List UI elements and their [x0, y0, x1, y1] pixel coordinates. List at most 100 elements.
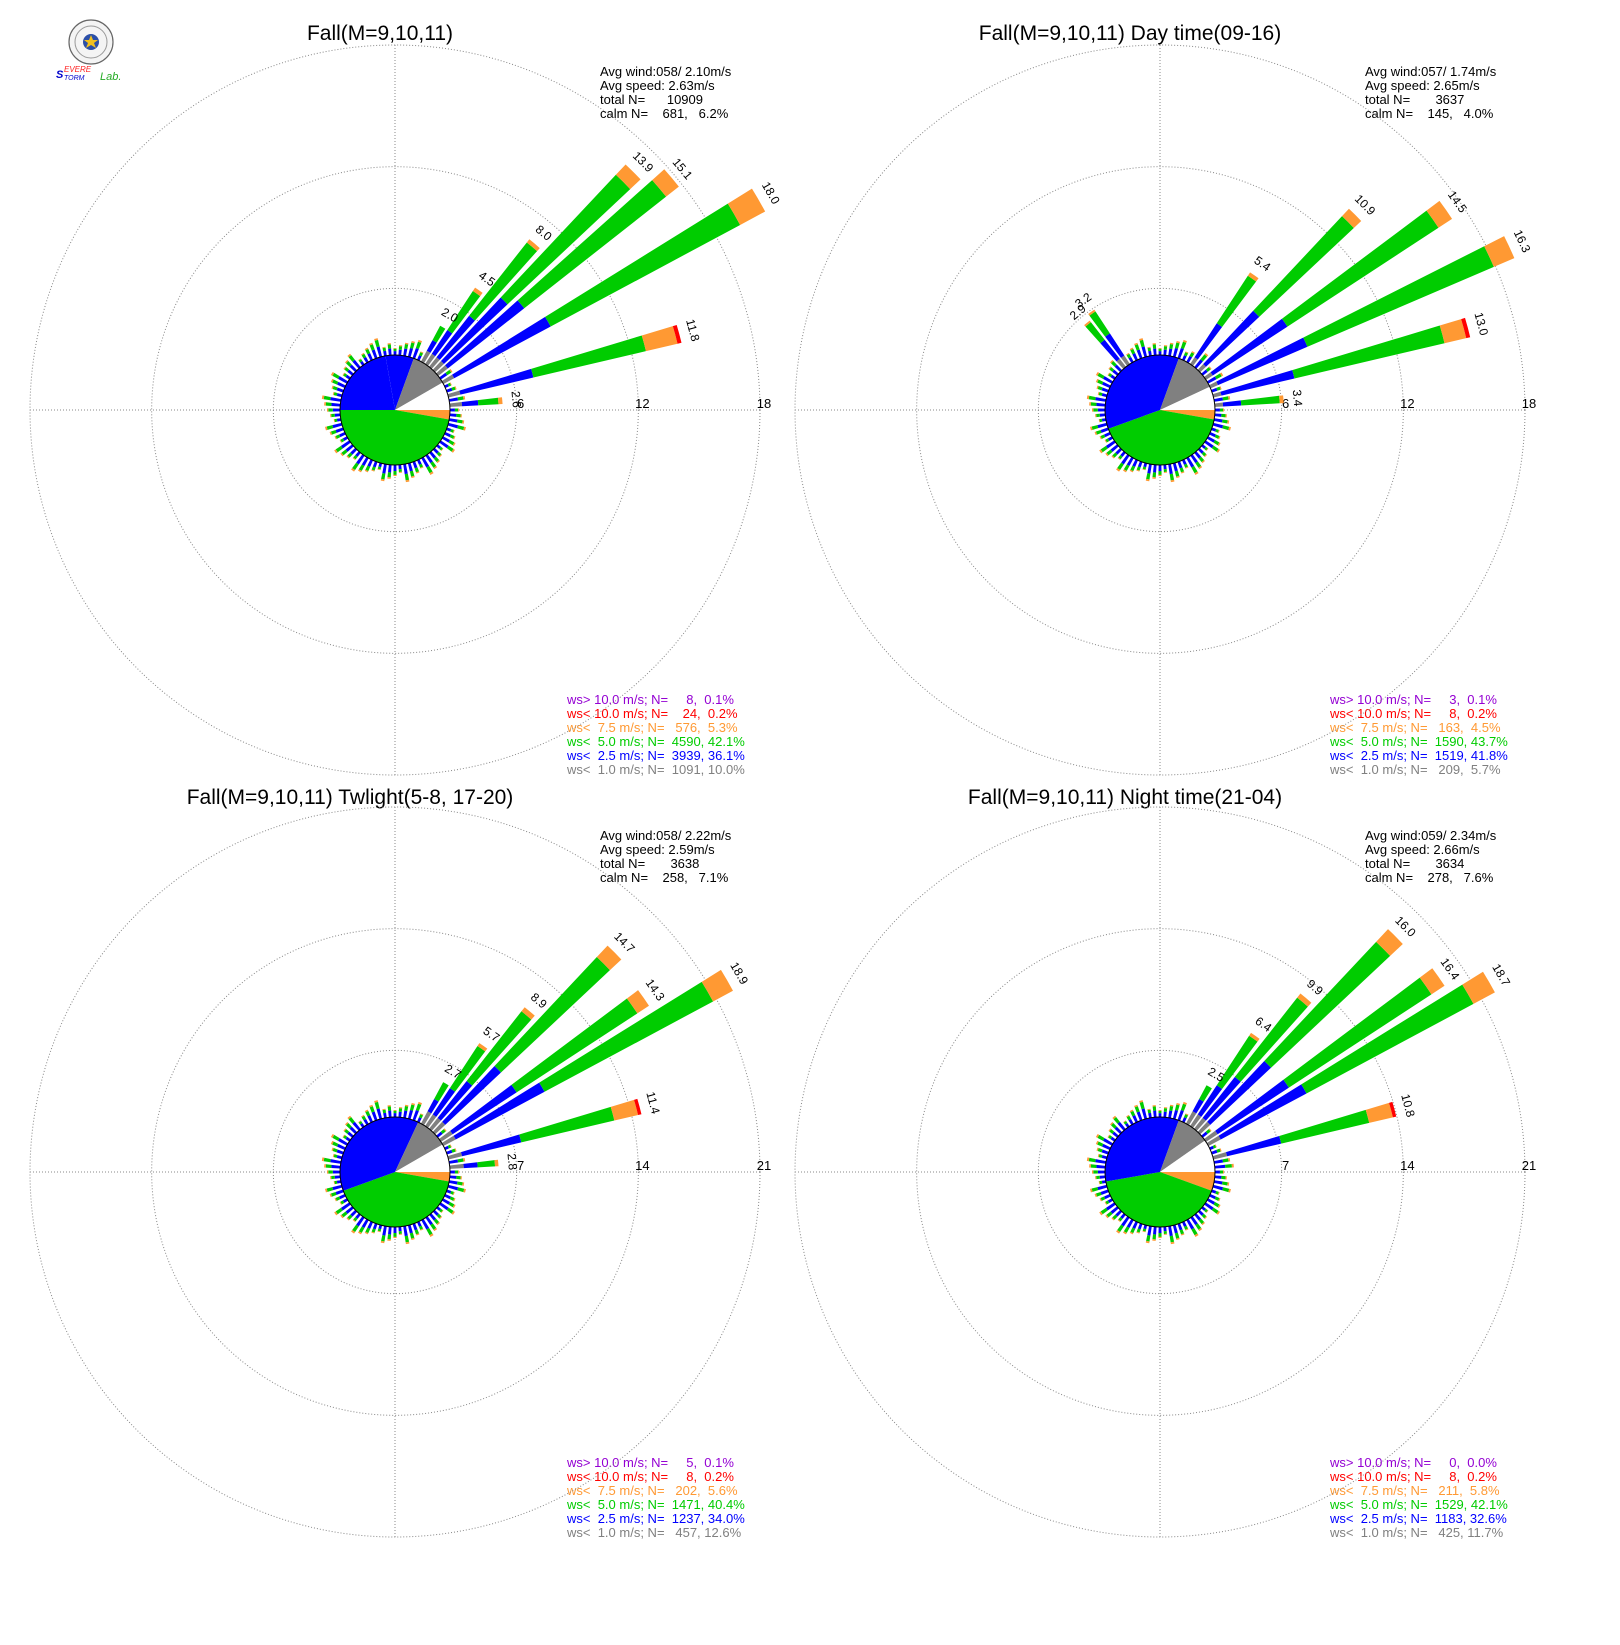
- stub-bar-205-seg-1: [365, 1227, 371, 1234]
- stub-bar-235-seg-2: [334, 449, 338, 454]
- stub-bar-150-seg-2: [429, 471, 434, 475]
- calm-sector-3: [340, 355, 395, 410]
- stub-bar-310-seg-1: [344, 367, 350, 372]
- bar-85-seg-1: [463, 1162, 478, 1169]
- stub-bar-10-seg-0: [1168, 1110, 1173, 1119]
- calm-sector-5: [395, 358, 443, 410]
- bar-30-seg-2: [432, 325, 446, 343]
- stub-bar-80-seg-2: [463, 395, 466, 400]
- calm-sector-6: [1160, 1140, 1215, 1172]
- stub-bar-210-seg-0: [361, 456, 369, 467]
- stub-bar-20-seg-0: [1177, 1109, 1184, 1121]
- bar-35-seg-0: [425, 353, 436, 366]
- legend-entry-5: ws< 2.5 m/s; N= 1519, 41.8%: [1329, 748, 1508, 763]
- stub-bar-120-seg-0: [1206, 436, 1216, 443]
- stub-bar-150-seg-2: [429, 1233, 434, 1237]
- stub-bar-305-seg-2: [1107, 1134, 1110, 1138]
- stub-bar-350-seg-0: [1148, 1112, 1152, 1119]
- stub-bar-200-seg-2: [371, 469, 375, 472]
- stub-bar-175-seg-2: [398, 471, 403, 473]
- stub-bar-295-seg-2: [330, 1140, 334, 1145]
- stub-bar-280-seg-1: [1088, 395, 1096, 401]
- stub-bar-260-seg-2: [333, 1181, 335, 1185]
- stub-bar-190-seg-2: [1145, 1240, 1150, 1244]
- stub-bar-0-seg-0: [1158, 351, 1162, 356]
- stub-bar-240-seg-0: [1107, 436, 1114, 441]
- stub-bar-200-seg-1: [371, 1228, 376, 1233]
- bar-45-seg-2: [494, 957, 610, 1073]
- calm-sector-4: [1160, 1117, 1179, 1172]
- stub-bar-180-seg-0: [393, 464, 397, 472]
- windrose-panel-4: Fall(M=9,10,11) Night time(21-04) Avg win…: [794, 786, 1536, 1540]
- stub-bar-80-seg-1: [457, 1158, 464, 1163]
- stub-bar-0-seg-2: [393, 347, 397, 349]
- stub-bar-160-seg-2: [415, 471, 420, 474]
- bar-35-seg-2: [449, 1045, 486, 1092]
- stub-bar-335-seg-2: [1129, 347, 1134, 351]
- stub-bar-305-seg-1: [343, 1135, 348, 1140]
- stub-bar-165-seg-2: [1176, 1237, 1180, 1241]
- stub-bar-355-seg-2: [1152, 343, 1156, 345]
- stub-bar-145-seg-1: [430, 461, 437, 468]
- bar-75-seg-4: [672, 324, 682, 344]
- stub-bar-110-seg-0: [1211, 427, 1217, 432]
- stub-bar-80-seg-0: [448, 397, 459, 402]
- ring-label-3: 21: [757, 1158, 771, 1173]
- stub-bar-230-seg-2: [340, 1214, 344, 1219]
- stub-bar-155-seg-2: [420, 466, 424, 469]
- stub-bar-280-seg-0: [330, 1159, 342, 1164]
- stub-bar-290-seg-0: [1101, 1149, 1109, 1155]
- stub-bar-320-seg-0: [1117, 1121, 1126, 1131]
- stub-bar-140-seg-0: [429, 451, 437, 459]
- bar-40-seg-1: [1202, 1076, 1241, 1121]
- stub-bar-295-seg-2: [330, 378, 334, 383]
- stub-bar-235-seg-0: [340, 440, 351, 449]
- bar-45-seg-3: [1376, 929, 1403, 956]
- stub-bar-215-seg-0: [356, 454, 365, 465]
- stub-bar-15-seg-2: [411, 340, 416, 344]
- stub-bar-120-seg-0: [441, 1198, 451, 1205]
- stub-bar-235-seg-0: [340, 1202, 351, 1211]
- bar-45-seg-0: [1197, 1121, 1211, 1135]
- stub-bar-250-seg-1: [1095, 1191, 1102, 1197]
- bar-85-seg-0: [449, 402, 463, 407]
- stat-line-1: Avg wind:058/ 2.22m/s: [600, 828, 732, 843]
- stub-bar-115-seg-2: [453, 1197, 456, 1202]
- stub-bar-300-seg-2: [1095, 371, 1100, 376]
- stub-bar-110-seg-1: [1215, 1190, 1219, 1195]
- stub-bar-80-seg-1: [1222, 1158, 1229, 1163]
- stub-bar-5-seg-1: [1163, 346, 1168, 350]
- stub-bar-215-seg-1: [352, 462, 359, 471]
- stub-bar-300-seg-2: [330, 1133, 335, 1138]
- calm-sector-5: [1160, 358, 1210, 410]
- stub-bar-210-seg-1: [358, 1226, 365, 1233]
- legend-entry-4: ws< 5.0 m/s; N= 1529, 42.1%: [1329, 1497, 1508, 1512]
- stub-bar-330-seg-0: [1128, 356, 1134, 364]
- stub-bar-90-seg-0: [1214, 408, 1220, 412]
- stub-bar-190-seg-1: [1146, 1235, 1151, 1242]
- stub-bar-200-seg-2: [371, 1231, 375, 1234]
- stub-bar-115-seg-0: [444, 432, 451, 438]
- stub-bar-260-seg-1: [334, 418, 338, 423]
- stub-bar-330-seg-2: [1126, 1114, 1130, 1118]
- stat-line-4: calm N= 681, 6.2%: [600, 106, 729, 121]
- stub-bar-220-seg-1: [353, 1216, 358, 1222]
- bar-45-seg-1: [1207, 1060, 1272, 1125]
- stub-bar-230-seg-0: [1110, 444, 1119, 452]
- stub-bar-135-seg-0: [1197, 447, 1204, 454]
- ring-label-2: 12: [1400, 396, 1414, 411]
- stub-bar-25-seg-1: [419, 1114, 424, 1119]
- stub-bar-290-seg-1: [332, 385, 338, 391]
- stub-bar-255-seg-1: [326, 425, 334, 430]
- ring-label-1: 6: [1282, 396, 1289, 411]
- bar-label-55: 14.3: [643, 976, 668, 1003]
- chart-title: Fall(M=9,10,11) Night time(21-04): [968, 786, 1282, 809]
- stub-bar-105-seg-1: [1222, 1187, 1230, 1193]
- bar-label-35: 5.4: [1252, 253, 1274, 274]
- stub-bar-350-seg-2: [382, 346, 386, 349]
- stub-bar-95-seg-2: [1225, 414, 1227, 418]
- stub-bar-180-seg-1: [1158, 1233, 1162, 1237]
- stub-bar-140-seg-0: [1194, 451, 1202, 459]
- stub-bar-170-seg-0: [1168, 463, 1173, 475]
- stub-bar-200-seg-0: [372, 1223, 378, 1230]
